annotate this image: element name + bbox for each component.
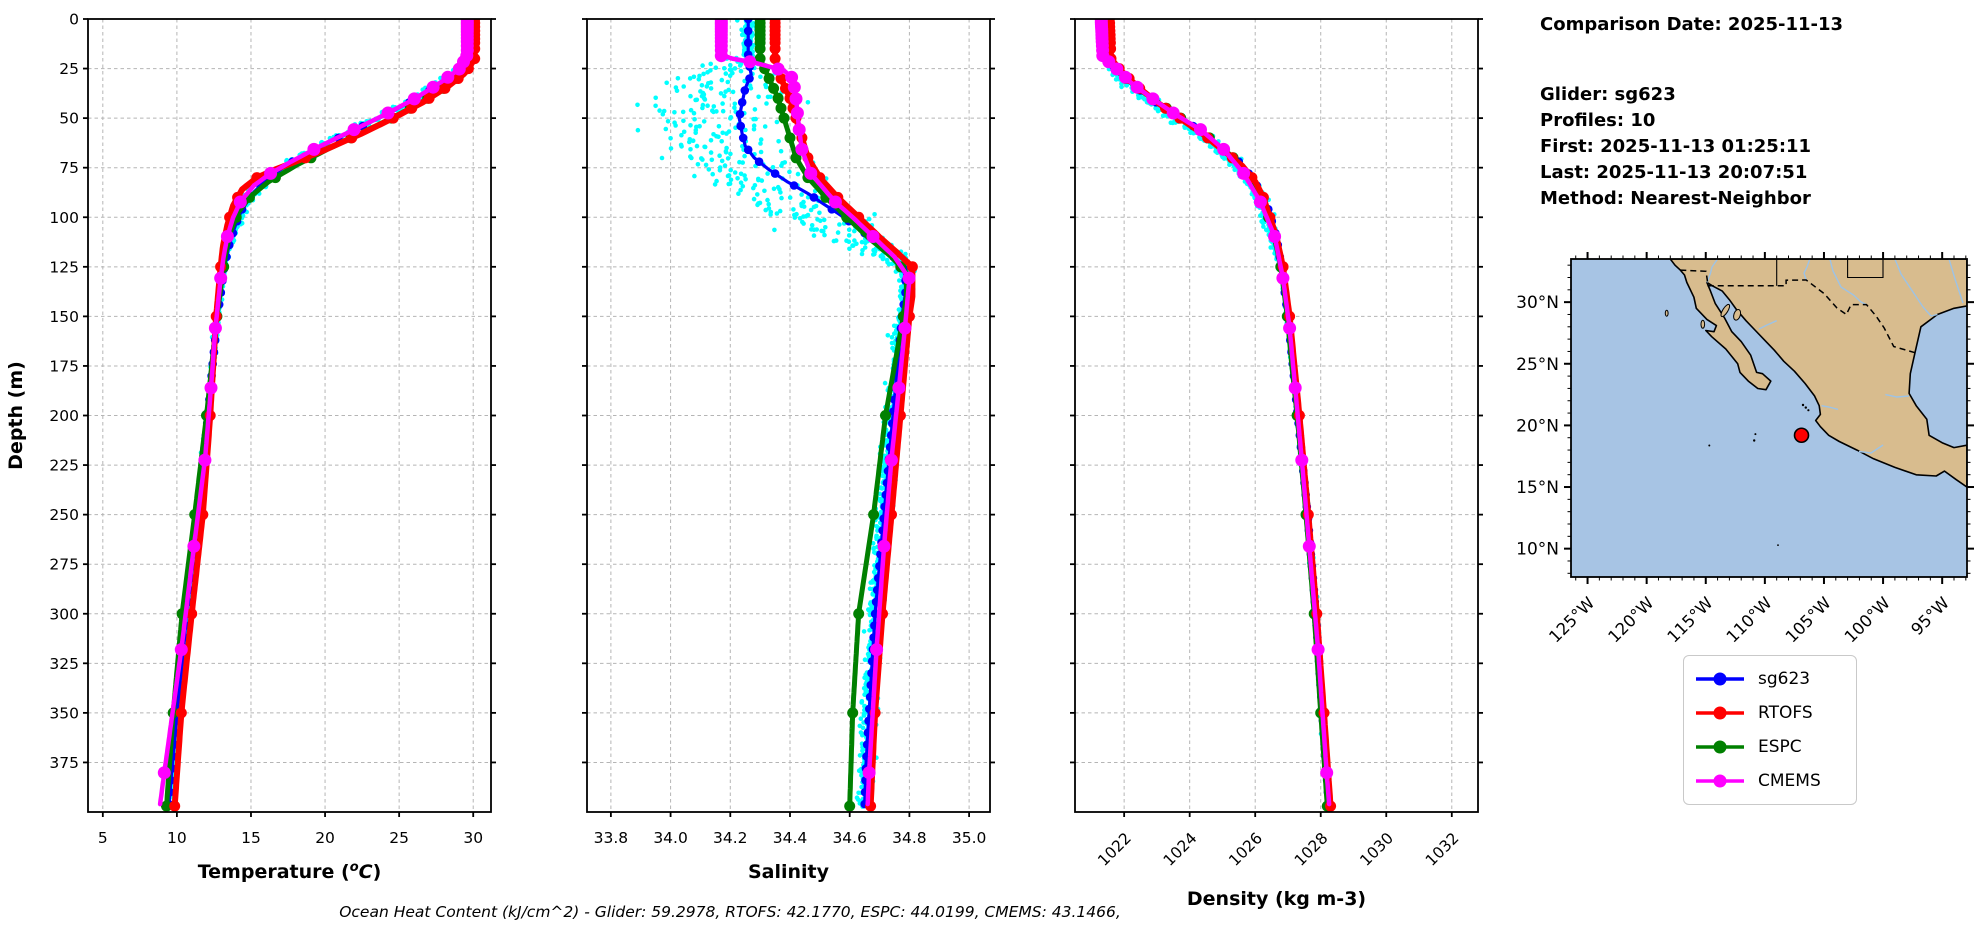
depth-tick-label: 175 (49, 357, 79, 375)
legend-line-marker-icon (1696, 740, 1744, 754)
us-mexico-border (1680, 269, 1916, 354)
first-profile-time-text: First: 2025-11-13 01:25:11 (1540, 136, 1812, 157)
legend-item-CMEMS: CMEMS (1694, 764, 1846, 798)
last-profile-time-text: Last: 2025-11-13 20:07:51 (1540, 162, 1808, 183)
depth-tick-label: 50 (59, 110, 79, 128)
glider-position-marker (1793, 427, 1810, 444)
gridlines (88, 18, 491, 812)
map-lon-label: 110°W (1723, 593, 1776, 646)
temperature-axis-label: Temperature (oC) (198, 860, 382, 883)
density-tick-label: 1032 (1422, 829, 1463, 870)
map-lon-label: 125°W (1545, 593, 1598, 646)
map-lon-label: 120°W (1604, 593, 1657, 646)
depth-tick-label: 325 (49, 655, 79, 673)
series-CMEMS-temperature (157, 19, 474, 807)
legend-item-sg623: sg623 (1694, 662, 1846, 696)
gridlines (1075, 18, 1478, 812)
legend-item-RTOFS: RTOFS (1694, 696, 1846, 730)
series-CMEMS-density (1094, 19, 1334, 807)
ocean-heat-content-note: Ocean Heat Content (kJ/cm^2) - Glider: 5… (339, 903, 1121, 921)
profiles-count-text: Profiles: 10 (1540, 110, 1656, 131)
legend-item-ESPC: ESPC (1694, 730, 1846, 764)
state-borders (1776, 259, 1884, 286)
depth-tick-label: 75 (59, 159, 79, 177)
rivers (1706, 259, 1964, 454)
temperature-tick-label: 5 (98, 829, 108, 847)
legend-label: CMEMS (1758, 771, 1821, 791)
tick-marks (582, 18, 995, 817)
depth-tick-label: 250 (49, 506, 79, 524)
density-plot: 1022 1024 1026 1028 1030 1032 Density (kg m-3) (1070, 18, 1483, 910)
legend-line-marker-icon (1696, 672, 1744, 686)
salinity-tick-label: 34.8 (892, 829, 927, 847)
map-lon-label: 115°W (1664, 593, 1717, 646)
temperature-tick-label: 25 (389, 829, 409, 847)
temperature-plot: 0 25 50 75 100 125 150 175 200 225 250 275 300 325 350… (5, 11, 496, 883)
salinity-plot: 33.8 34.0 34.2 34.4 34.6 34.8 35.0 Salinity (582, 18, 995, 883)
depth-tick-label: 375 (49, 754, 79, 772)
depth-axis-label: Depth (m) (5, 361, 27, 470)
depth-tick-label: 225 (49, 457, 79, 475)
depth-tick-label: 150 (49, 308, 79, 326)
density-tick-label: 1024 (1160, 829, 1201, 870)
temperature-tick-label: 30 (463, 829, 483, 847)
map-lat-label: 25°N (1516, 355, 1559, 375)
comparison-date-text: Comparison Date: 2025-11-13 (1540, 14, 1844, 35)
series-ESPC-salinity (754, 19, 909, 812)
islands (1664, 303, 1810, 546)
density-tick-label: 1028 (1291, 829, 1332, 870)
map-frame (1570, 258, 1968, 578)
map-lat-label: 15°N (1516, 478, 1559, 498)
legend-label: sg623 (1758, 669, 1811, 689)
location-map: 30°N 25°N 20°N 15°N 10°N 125°W 120°W 115°W 110°W… (1516, 252, 1974, 646)
series-CMEMS-salinity (714, 19, 916, 807)
legend-line-marker-icon (1696, 706, 1744, 720)
density-axis-label: Density (kg m-3) (1187, 888, 1366, 910)
salinity-axis-label: Salinity (748, 861, 830, 883)
temperature-tick-label: 10 (167, 829, 187, 847)
density-tick-label: 1026 (1225, 829, 1266, 870)
depth-tick-label: 25 (59, 60, 79, 78)
legend: sg623 RTOFS ESPC CMEMS (1683, 655, 1857, 805)
salinity-tick-label: 33.8 (594, 829, 629, 847)
salinity-tick-label: 34.2 (713, 829, 748, 847)
salinity-tick-label: 34.6 (832, 829, 867, 847)
method-text: Method: Nearest-Neighbor (1540, 188, 1811, 209)
land-mexico (1669, 259, 1967, 488)
map-ticks (1564, 252, 1974, 584)
temperature-tick-label: 20 (315, 829, 335, 847)
depth-tick-label: 300 (49, 605, 79, 623)
density-tick-label: 1022 (1094, 829, 1135, 870)
series-RTOFS-density (1103, 19, 1337, 812)
glider-name-text: Glider: sg623 (1540, 84, 1676, 105)
map-lon-label: 100°W (1841, 593, 1894, 646)
legend-line-marker-icon (1696, 774, 1744, 788)
depth-tick-label: 0 (69, 11, 79, 29)
map-lat-label: 30°N (1516, 293, 1559, 313)
salinity-tick-label: 35.0 (952, 829, 987, 847)
depth-tick-label: 125 (49, 258, 79, 276)
temperature-tick-label: 15 (241, 829, 261, 847)
legend-label: ESPC (1758, 737, 1802, 757)
map-lon-label: 105°W (1782, 593, 1835, 646)
legend-label: RTOFS (1758, 703, 1813, 723)
depth-tick-label: 200 (49, 407, 79, 425)
depth-tick-label: 100 (49, 209, 79, 227)
map-lat-label: 20°N (1516, 416, 1559, 436)
map-lat-label: 10°N (1516, 540, 1559, 560)
density-tick-label: 1030 (1356, 829, 1397, 870)
salinity-tick-label: 34.4 (773, 829, 808, 847)
tick-marks (1070, 18, 1483, 817)
depth-tick-label: 275 (49, 556, 79, 574)
tick-marks (83, 18, 496, 817)
map-lon-label: 95°W (1907, 593, 1953, 639)
info-panel: Comparison Date: 2025-11-13 Glider: sg62… (1540, 12, 1843, 212)
salinity-tick-label: 34.0 (653, 829, 688, 847)
depth-tick-label: 350 (49, 704, 79, 722)
